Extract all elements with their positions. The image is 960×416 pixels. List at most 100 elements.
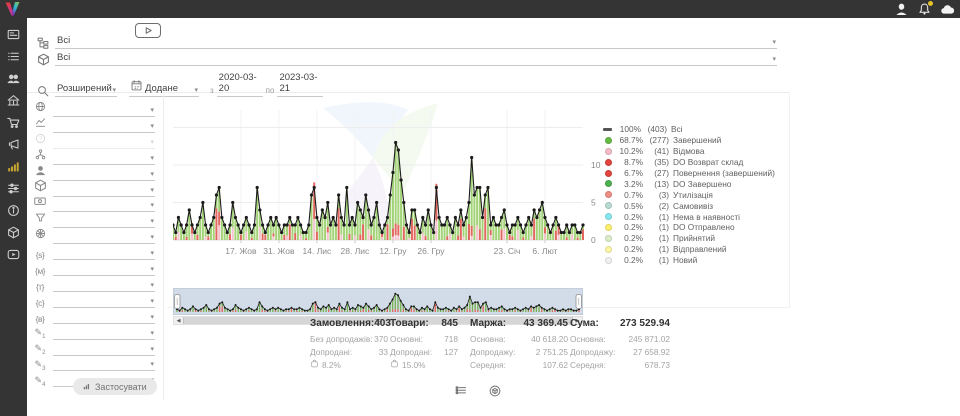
upsell-percent: 15.0% xyxy=(402,359,426,372)
minimap-right-handle[interactable] xyxy=(576,295,582,309)
chevron-down-icon: ▾ xyxy=(150,249,154,257)
left-rail xyxy=(0,18,27,416)
filter-var-s[interactable]: ▾ xyxy=(53,247,155,260)
stat-sub-value: 33 xyxy=(379,346,388,359)
sidebar-item-announcements[interactable] xyxy=(0,136,27,158)
legend-count: (403) xyxy=(641,124,667,134)
legend-label: Утилізація xyxy=(673,190,713,200)
filter-help[interactable]: ▾ xyxy=(53,136,155,149)
legend-count: (2) xyxy=(643,201,669,211)
filter-web-row: ▾ xyxy=(27,229,163,244)
legend-item[interactable]: 6.7%(27)Повернення (завершений) xyxy=(605,168,787,179)
legend-label: Самовивіз xyxy=(673,201,713,211)
legend-dot-marker xyxy=(605,159,612,166)
filter-structure[interactable]: ▾ xyxy=(53,152,155,165)
cube-icon xyxy=(7,226,20,244)
legend-percent: 68.7% xyxy=(617,135,643,145)
filter-product[interactable]: ▾ xyxy=(53,184,155,197)
legend-label: Новий xyxy=(673,255,697,265)
legend-item[interactable]: 0.2%(1)DO Отправлено xyxy=(605,222,787,233)
product-filter[interactable]: Всі ▾ xyxy=(55,52,777,66)
svg-text:10: 10 xyxy=(591,160,601,170)
filter-globe[interactable]: ▾ xyxy=(53,104,155,117)
chevron-down-icon: ▾ xyxy=(150,281,154,289)
legend-item[interactable]: 0.2%(1)Відправлений xyxy=(605,244,787,255)
legend-percent: 0.2% xyxy=(617,222,643,232)
info-icon xyxy=(7,204,20,222)
sidebar-item-orders[interactable] xyxy=(0,48,27,70)
legend-item[interactable]: 0.2%(1)Прийнятий xyxy=(605,233,787,244)
sidebar-item-cart[interactable] xyxy=(0,114,27,136)
sidebar-item-store[interactable] xyxy=(0,92,27,114)
chevron-down-icon: ▾ xyxy=(150,170,154,178)
legend-item[interactable]: 0.5%(2)Самовивіз xyxy=(605,200,787,211)
stat-sub-value: 107.62 xyxy=(543,359,568,372)
legend-label: DO Возврат склад xyxy=(673,157,743,167)
legend-item[interactable]: 100%(403)Всі xyxy=(605,124,787,135)
minimap-left-handle[interactable] xyxy=(175,295,181,309)
bars-icon xyxy=(83,382,91,392)
legend-label: DO Отправлено xyxy=(673,222,735,232)
sidebar-item-info[interactable] xyxy=(0,202,27,224)
stat-column: Товари:845Основні:718Допродані:12715.0% xyxy=(390,318,458,372)
filter-web[interactable]: ▾ xyxy=(53,231,155,244)
chevron-down-icon: ▾ xyxy=(150,122,154,130)
chevron-down-icon: ▾ xyxy=(150,201,154,209)
filter-var-c[interactable]: ▾ xyxy=(53,295,155,308)
filter-var-c-icon: {с} xyxy=(36,298,44,308)
legend-item[interactable]: 3.2%(13)DO Завершено xyxy=(605,178,787,189)
legend-item[interactable]: 8.7%(35)DO Возврат склад xyxy=(605,157,787,168)
filter-var-s-icon: {s} xyxy=(36,250,44,260)
legend-item[interactable]: 10.2%(41)Відмова xyxy=(605,146,787,157)
legend-count: (13) xyxy=(643,179,669,189)
chart-card: 17. Жов31. Жов14. Лис28. Лис12. Гру26. Г… xyxy=(167,94,790,308)
svg-text:28. Лис: 28. Лис xyxy=(341,246,371,256)
search-mode-select[interactable]: Розширений ▾ xyxy=(55,83,117,97)
sidebar-item-video[interactable] xyxy=(0,246,27,268)
avatar-icon[interactable] xyxy=(894,2,908,16)
sidebar-item-dashboard[interactable] xyxy=(0,26,27,48)
filter-var-m[interactable]: ▾ xyxy=(53,263,155,276)
filter-funnel[interactable]: ▾ xyxy=(53,215,155,228)
topbar-actions xyxy=(894,0,954,18)
category-filter[interactable]: Всі ▾ xyxy=(55,35,777,49)
chart-minimap[interactable] xyxy=(173,288,583,315)
legend-percent: 0.2% xyxy=(617,233,643,243)
stat-sub-value: 40 618.20 xyxy=(531,333,568,346)
filter-trend[interactable]: ▾ xyxy=(53,120,155,133)
filter-manager[interactable]: ▾ xyxy=(53,168,155,181)
legend-percent: 0.2% xyxy=(617,255,643,265)
sidebar-item-products[interactable] xyxy=(0,224,27,246)
stat-title: Сума: xyxy=(570,318,599,329)
apply-button[interactable]: Застосувати xyxy=(73,378,157,395)
calendar-icon: 17 xyxy=(131,80,142,94)
filter-var-c-row: {с} ▾ xyxy=(27,293,163,308)
stat-title: Замовлення: xyxy=(310,318,374,329)
sidebar-item-analytics[interactable] xyxy=(0,158,27,180)
bell-icon[interactable] xyxy=(917,2,931,16)
cloud-icon[interactable] xyxy=(940,2,954,16)
legend-item[interactable]: 0.7%(3)Утилізація xyxy=(605,189,787,200)
chevron-down-icon: ▾ xyxy=(150,186,154,194)
legend-count: (1) xyxy=(643,244,669,254)
filter-var-t[interactable]: ▾ xyxy=(53,279,155,292)
legend-item[interactable]: 0.2%(1)Новий xyxy=(605,255,787,266)
sidebar-item-customers[interactable] xyxy=(0,70,27,92)
chart-legend: 100%(403)Всі68.7%(277)Завершений10.2%(41… xyxy=(605,124,787,266)
legend-dot-marker xyxy=(605,246,612,253)
stat-sub-label: Без допродажів: xyxy=(310,333,373,346)
rows-icon[interactable] xyxy=(455,384,467,402)
package-icon[interactable] xyxy=(489,384,501,402)
sidebar-item-settings[interactable] xyxy=(0,180,27,202)
filter-payment[interactable]: ▾ xyxy=(53,199,155,212)
date-from-value: 2020-03-20 xyxy=(219,72,257,94)
svg-text:5: 5 xyxy=(591,198,596,208)
stat-value: 403 xyxy=(374,318,391,329)
bars-icon xyxy=(7,160,20,178)
legend-percent: 3.2% xyxy=(617,179,643,189)
top-bar xyxy=(0,0,960,18)
chevron-down-icon: ▾ xyxy=(150,138,154,146)
legend-item[interactable]: 68.7%(277)Завершений xyxy=(605,135,787,146)
legend-item[interactable]: 0.2%(1)Нема в наявності xyxy=(605,211,787,222)
stat-sub-label: Допродані: xyxy=(390,346,432,359)
